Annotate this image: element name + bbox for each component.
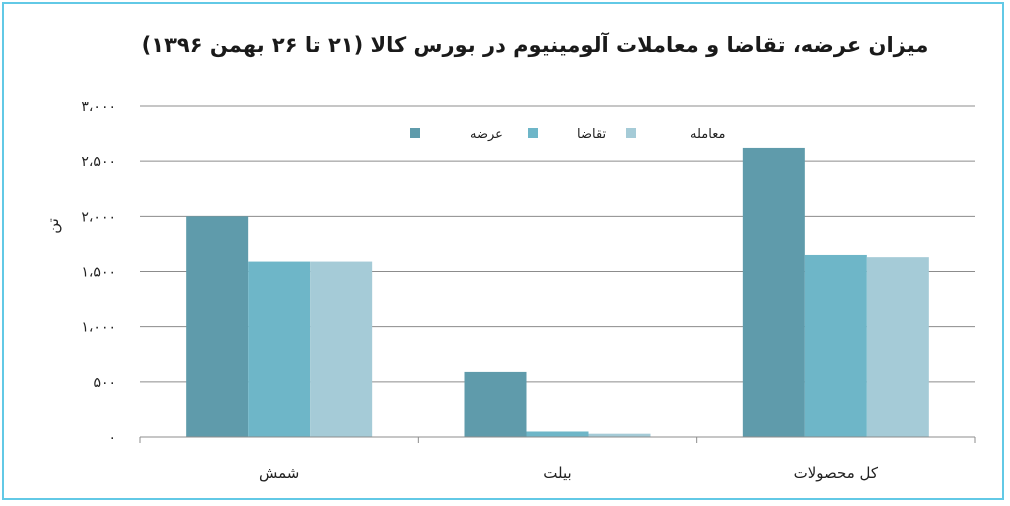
- bar: [464, 371, 527, 437]
- bar: [526, 431, 589, 437]
- y-tick-label: ۱،۵۰۰: [81, 265, 116, 281]
- legend-label: عرضه: [470, 127, 503, 142]
- y-tick-label: ۲،۰۰۰: [81, 209, 116, 225]
- legend-swatch: [528, 128, 538, 138]
- y-axis-label: تن: [44, 218, 62, 234]
- bar: [310, 261, 373, 437]
- y-tick-label: ۱،۰۰۰: [81, 320, 116, 336]
- y-tick-label: ۳،۰۰۰: [81, 99, 116, 115]
- bars: [186, 147, 929, 437]
- y-tick-label: ۵۰۰: [93, 375, 116, 391]
- x-category-label: شمش: [259, 464, 299, 482]
- legend: عرضه تقاضا معامله: [410, 127, 725, 142]
- legend-swatch: [626, 128, 636, 138]
- bar: [866, 257, 929, 437]
- bar: [804, 254, 867, 437]
- bar: [248, 261, 311, 437]
- bar: [742, 147, 805, 437]
- chart-title: میزان عرضه، تقاضا و معاملات آلومینیوم در…: [142, 32, 929, 57]
- legend-label: تقاضا: [577, 127, 607, 142]
- bar: [588, 433, 651, 437]
- legend-label: معامله: [690, 127, 725, 142]
- y-tick-label: ۲،۵۰۰: [81, 154, 116, 170]
- y-axis-ticks: ۰ ۵۰۰ ۱،۰۰۰ ۱،۵۰۰ ۲،۰۰۰ ۲،۵۰۰ ۳،۰۰۰: [81, 99, 116, 446]
- x-category-label: بیلت: [543, 464, 571, 482]
- bar: [186, 216, 249, 437]
- y-tick-label: ۰: [108, 430, 116, 446]
- x-axis: شمش بیلت کل محصولات: [139, 436, 976, 482]
- legend-swatch: [410, 128, 420, 138]
- x-category-label: کل محصولات: [794, 464, 879, 482]
